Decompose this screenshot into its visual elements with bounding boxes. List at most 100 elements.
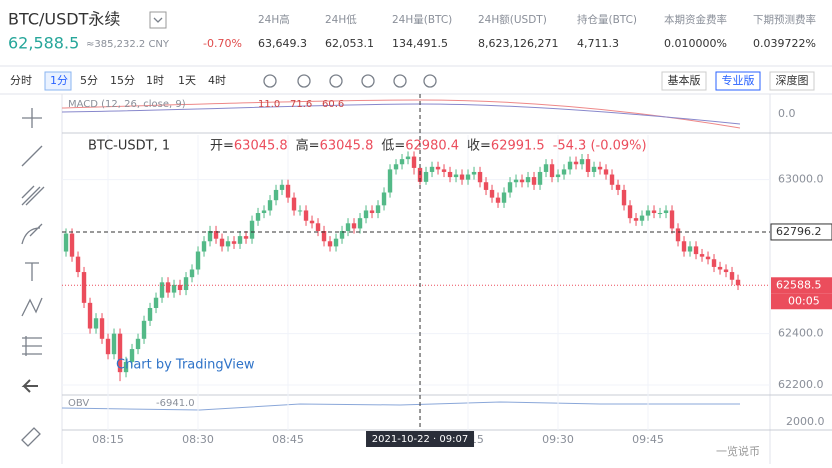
legend-value: 62980.4 [405, 139, 459, 154]
cny-price: ≈385,232.2 CNY [86, 39, 170, 50]
credit: 一览说币 [716, 444, 760, 458]
candle-body [501, 192, 507, 203]
legend-value: 62991.5 [491, 139, 545, 154]
candle-body [381, 192, 387, 206]
legend-label: 收= [467, 139, 491, 154]
candle-body [735, 279, 741, 286]
candle-body [639, 215, 645, 221]
candle-body [549, 164, 555, 178]
candle-body [705, 256, 711, 260]
candle-body [693, 246, 699, 255]
candle-body [339, 230, 345, 239]
candle-body [555, 174, 561, 178]
candle-body [105, 338, 111, 355]
view-button[interactable] [661, 71, 707, 91]
tool-icon[interactable] [297, 74, 311, 88]
obv-label: OBV [68, 398, 89, 409]
candle-body [363, 210, 369, 219]
candle-body [177, 284, 183, 291]
candle-body [99, 318, 105, 339]
candle-body [669, 210, 675, 229]
tool-line[interactable] [21, 145, 43, 167]
candle-body [675, 228, 681, 242]
interval[interactable]: 分时 [10, 74, 32, 87]
legend-change: -54.3 (-0.09%) [553, 139, 647, 154]
chart-title: BTC-USDT, 1 [88, 139, 170, 154]
candle-body [435, 166, 441, 170]
interval[interactable]: 15分 [110, 74, 135, 87]
last-price-label: 62588.5 [776, 278, 822, 291]
candle-body [729, 272, 735, 280]
tool-crosshair[interactable] [22, 108, 42, 128]
stat-value: 62,053.1 [325, 37, 374, 50]
candle-body [147, 307, 153, 321]
candle-body [243, 236, 249, 239]
interval[interactable]: 1天 [178, 74, 196, 87]
countdown: 00:05 [788, 294, 820, 307]
interval[interactable]: 4时 [208, 74, 226, 87]
candle-body [657, 213, 663, 215]
obv-axis: 2000.0 [786, 415, 825, 428]
tool-icon[interactable] [263, 74, 277, 88]
last-price-box [771, 277, 832, 294]
y-tick-label: 63000.0 [778, 173, 824, 186]
candle-body [387, 169, 393, 193]
candle-body [393, 164, 399, 170]
candle-body [525, 177, 531, 183]
candle-body [237, 236, 243, 244]
candle-body [327, 241, 333, 247]
tool-brush[interactable] [21, 223, 43, 245]
tool-measure[interactable] [22, 336, 42, 356]
candle-body [261, 210, 267, 214]
tool-icon[interactable] [361, 74, 375, 88]
candle-body [303, 210, 309, 221]
legend-label: 高= [296, 138, 320, 154]
candle-body [723, 269, 729, 273]
crosshair-price-box [770, 223, 832, 241]
candle-body [75, 256, 81, 273]
crosshair-time-box [366, 431, 475, 447]
candle-body [291, 197, 297, 211]
candle-body [519, 179, 525, 183]
tool-text[interactable] [25, 262, 39, 281]
tool-icon[interactable] [423, 74, 437, 88]
candle-body [561, 169, 567, 175]
tool-ruler[interactable] [21, 427, 41, 447]
x-tick-label: 09:45 [632, 433, 664, 446]
candle-body [189, 269, 195, 278]
macd-value: 11.0 [258, 99, 280, 110]
tool-icon[interactable] [393, 74, 407, 88]
view-button[interactable] [769, 71, 815, 91]
legend-label: 开= [210, 139, 234, 154]
candle-body [183, 277, 189, 291]
tool-fib[interactable] [21, 185, 45, 206]
candle-body [207, 230, 213, 242]
interval[interactable]: 1分 [50, 74, 68, 87]
macd-label: MACD (12, 26, close, 9) [68, 99, 186, 110]
macd-axis: 0.0 [778, 107, 796, 120]
candle-body [369, 210, 375, 214]
candle-body [507, 182, 513, 193]
tool-pattern[interactable] [21, 297, 43, 317]
view-button[interactable] [715, 71, 761, 91]
candle-body [465, 174, 471, 180]
stat-label: 24H量(BTC) [392, 14, 452, 26]
symbol-dropdown[interactable] [149, 11, 167, 29]
tool-icon[interactable] [329, 74, 343, 88]
tool-back[interactable] [21, 379, 38, 393]
countdown-box [771, 293, 832, 310]
interval[interactable]: 5分 [80, 74, 98, 87]
stat-value: 0.039722% [753, 37, 816, 50]
x-tick-label: 08:15 [92, 433, 124, 446]
candle-body [621, 189, 627, 206]
candle-body [117, 333, 123, 373]
interval[interactable]: 1时 [146, 74, 164, 87]
candle-body [687, 246, 693, 252]
macd-value: 71.6 [290, 99, 312, 110]
candle-body [543, 164, 549, 172]
view-label: 深度图 [776, 73, 809, 87]
candle-body [357, 218, 363, 229]
symbol[interactable]: BTC/USDT永续 [8, 10, 120, 29]
obv-line [61, 401, 740, 411]
candle-body [315, 223, 321, 231]
